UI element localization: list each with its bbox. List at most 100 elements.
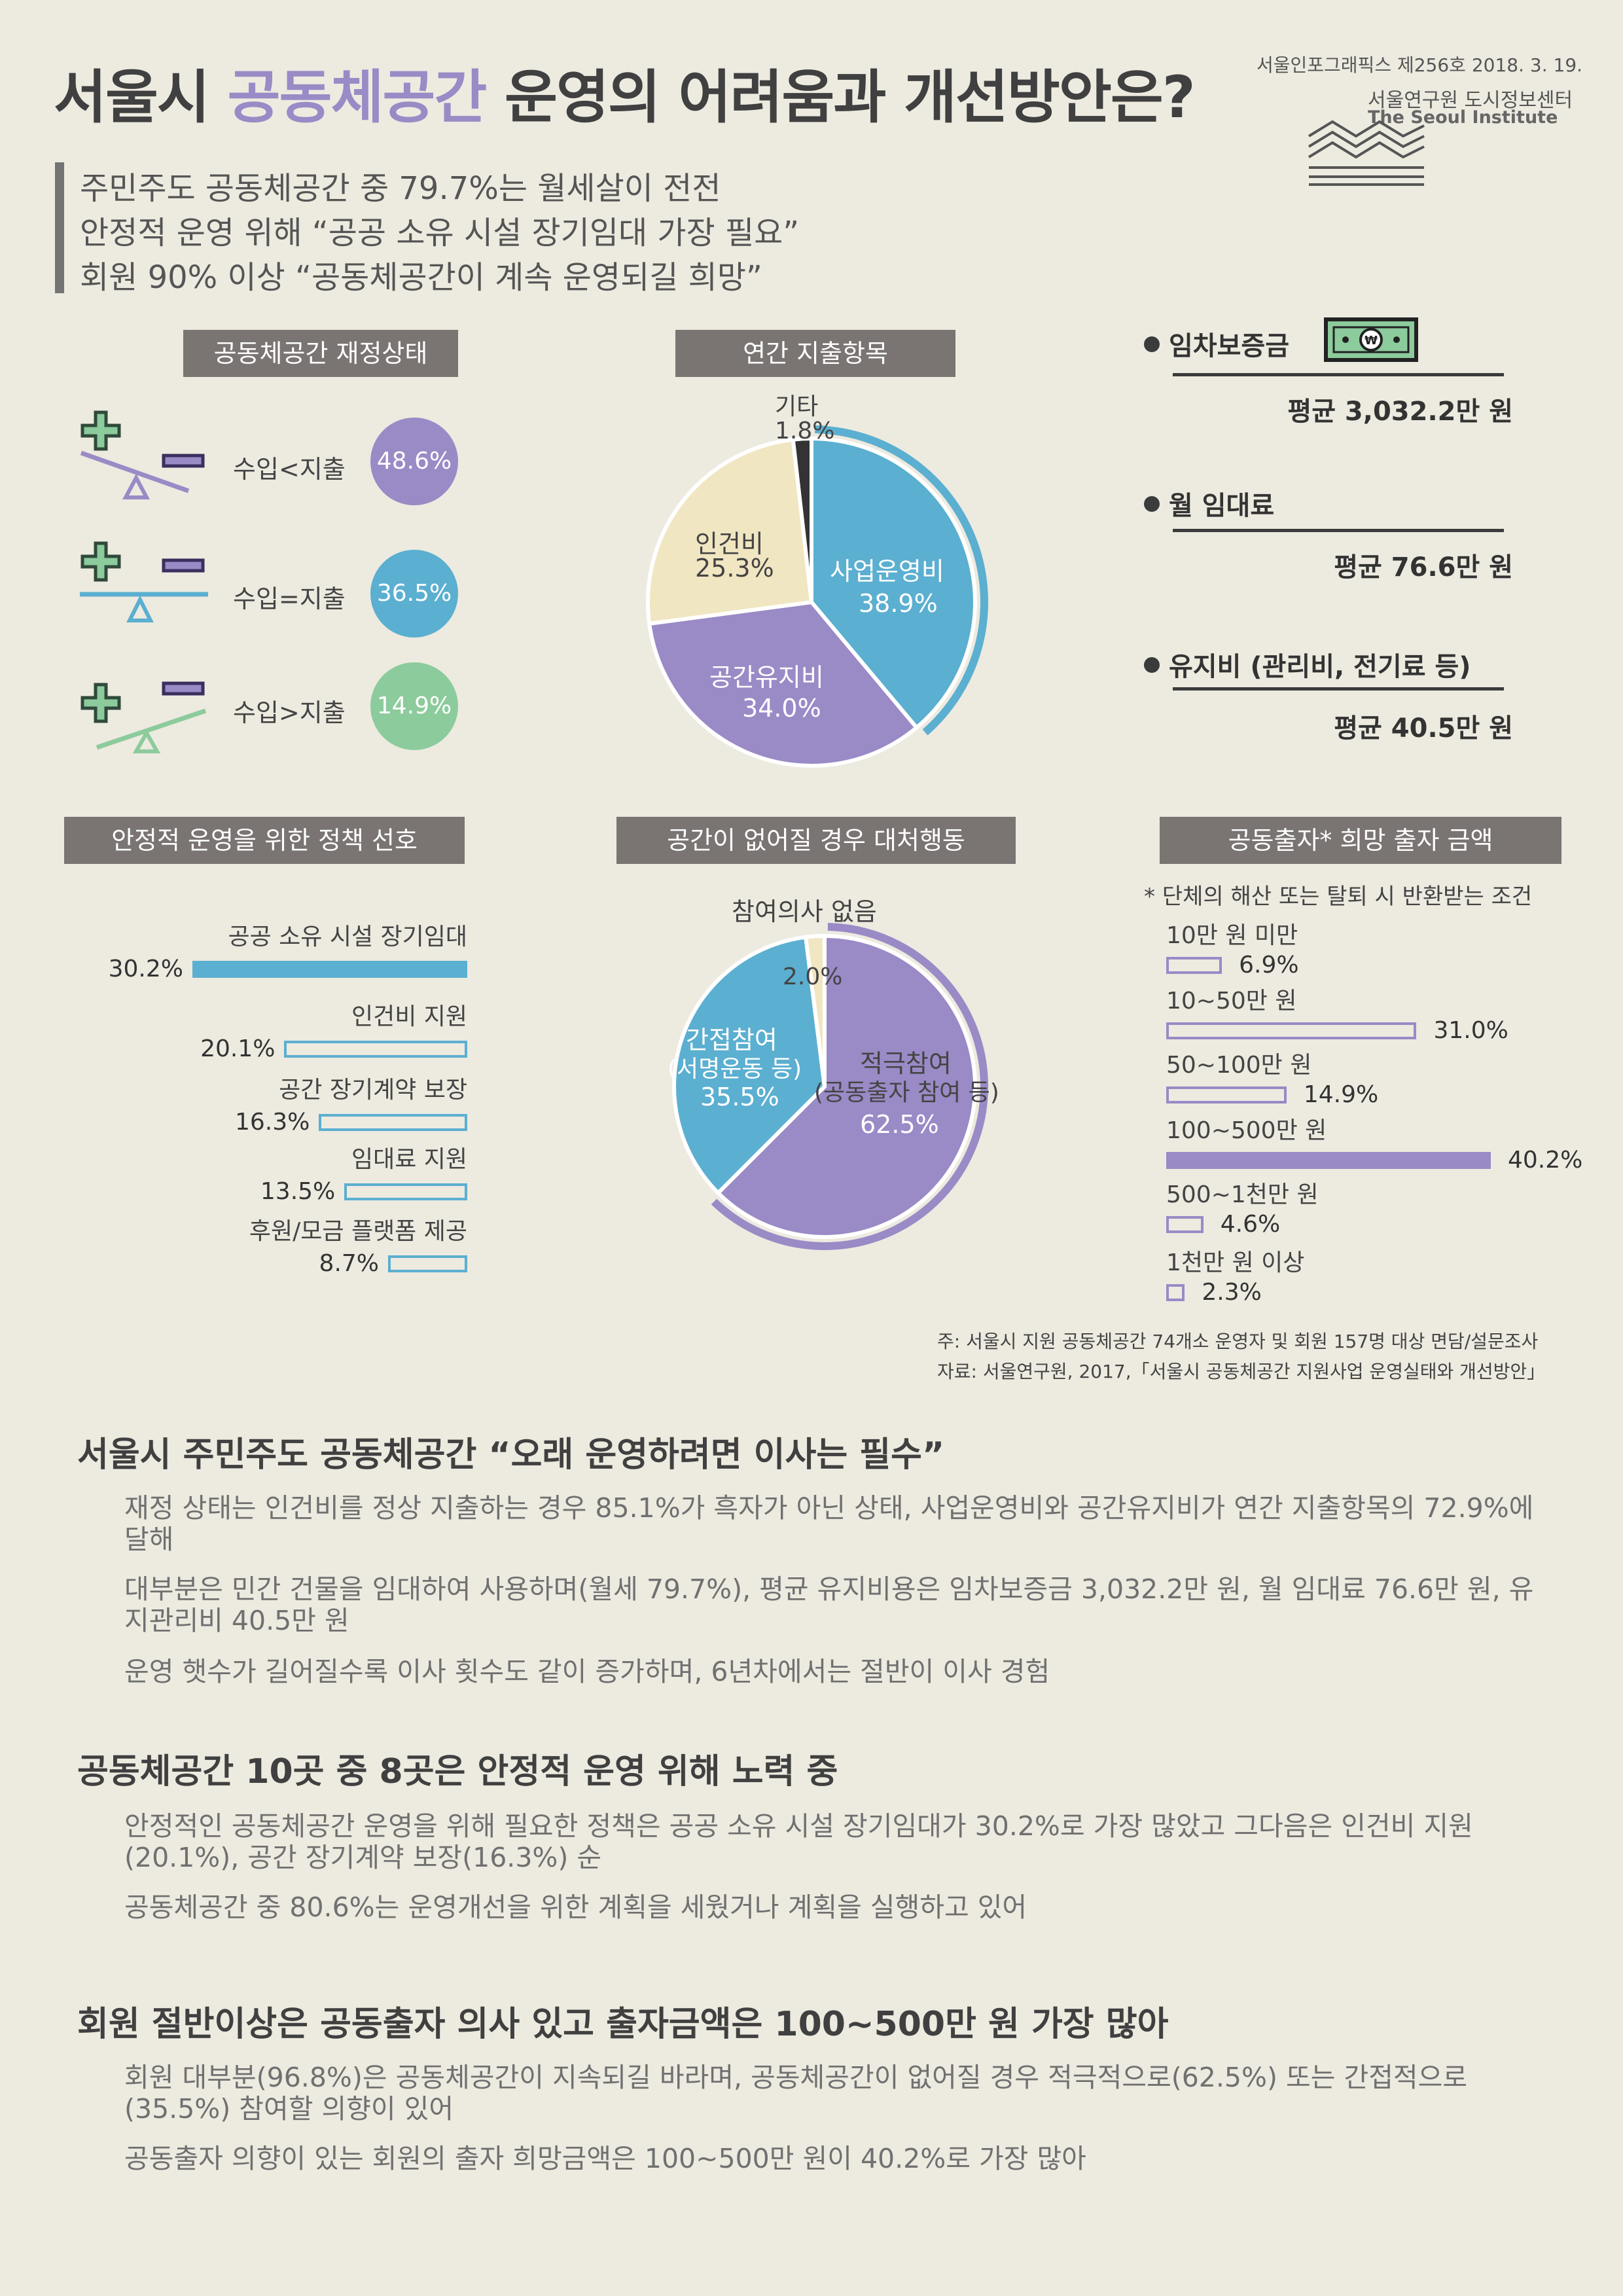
investment-bar-label-3: 50~100만 원 — [1166, 1052, 1312, 1079]
investment-chart-subtitle: * 단체의 해산 또는 탈퇴 시 반환받는 조건 — [1144, 884, 1533, 910]
source-note: 자료: 서울연구원, 2017,「서울시 공동체공간 지원사업 운영실태와 개선… — [937, 1361, 1546, 1382]
policy-bar-5 — [388, 1255, 467, 1272]
section-3-title: 회원 절반이상은 공동출자 의사 있고 출자금액은 100~500만 원 가장 … — [77, 2005, 1169, 2044]
policy-bar-2 — [284, 1041, 467, 1058]
investment-bar-label-1: 10만 원 미만 — [1166, 922, 1298, 949]
page-title: 서울시 공동체공간 운영의 어려움과 개선방안은? — [54, 51, 1196, 134]
org-name-en: The Seoul Institute — [1368, 107, 1558, 128]
lead-line-3: 회원 90% 이상 “공동체공간이 계속 운영되길 희망” — [80, 259, 762, 296]
expense-slice-4 — [791, 436, 813, 603]
response-value-none: 2.0% — [783, 963, 843, 990]
expense-label-personnel: 인건비 — [695, 529, 764, 558]
policy-bar-value-3: 16.3% — [234, 1109, 310, 1136]
section-1-para-3: 운영 햇수가 길어질수록 이사 횟수도 같이 증가하며, 6년차에서는 절반이 … — [124, 1656, 1050, 1687]
investment-bar-1 — [1166, 957, 1222, 974]
finance-value-2: 36.5% — [370, 550, 458, 637]
section-3-para-1: 회원 대부분(96.8%)은 공동체공간이 지속되길 바라며, 공동체공간이 없… — [124, 2062, 1468, 2125]
investment-bar-2 — [1166, 1022, 1417, 1039]
response-pie-chart — [672, 923, 988, 1250]
lead-bar — [55, 162, 64, 293]
lead-line-2: 안정적 운영 위해 “공공 소유 시설 장기임대 가장 필요” — [80, 215, 800, 251]
investment-bar-label-4: 100~500만 원 — [1166, 1117, 1327, 1144]
response-value-active: 62.5% — [860, 1110, 939, 1139]
policy-bar-3 — [319, 1114, 467, 1131]
title-accent: 공동체공간 — [227, 63, 488, 131]
org-name: 서울연구원 도시정보센터 — [1368, 89, 1573, 112]
investment-bar-3 — [1166, 1086, 1287, 1103]
investment-bar-value-3: 14.9% — [1303, 1081, 1379, 1108]
investment-bar-label-5: 500~1천만 원 — [1166, 1181, 1319, 1208]
section-1-para-1: 재정 상태는 인건비를 정상 지출하는 경우 85.1%가 흑자가 아닌 상태,… — [124, 1492, 1534, 1555]
finance-label-3: 수입>지출 — [233, 698, 346, 727]
policy-bar-label-1: 공공 소유 시설 장기임대 — [228, 924, 467, 950]
expense-label-etc: 기타 — [775, 393, 819, 420]
investment-bar-label-6: 1천만 원 이상 — [1166, 1249, 1305, 1276]
investment-bar-label-2: 10~50만 원 — [1166, 988, 1297, 1014]
investment-chart-title: 공동출자* 희망 출자 금액 — [1160, 817, 1561, 864]
expense-value-personnel: 25.3% — [695, 554, 774, 583]
investment-bar-4 — [1166, 1152, 1491, 1169]
expense-pie-chart — [646, 425, 988, 768]
title-post: 운영의 어려움과 개선방안은? — [486, 63, 1196, 131]
finance-value-3: 14.9% — [370, 662, 458, 750]
investment-bar-value-6: 2.3% — [1202, 1279, 1262, 1306]
expense-label-maintenance: 공간유지비 — [709, 663, 824, 692]
response-value-indirect: 35.5% — [700, 1083, 779, 1111]
lead-line-1: 주민주도 공동체공간 중 79.7%는 월세살이 전전 — [80, 170, 721, 207]
finance-title: 공동체공간 재정상태 — [183, 330, 458, 377]
expense-slice-3 — [646, 437, 814, 626]
investment-bar-6 — [1166, 1284, 1185, 1301]
response-label-indirect: 간접참여 — [686, 1026, 777, 1054]
policy-bar-value-1: 30.2% — [108, 956, 183, 982]
finance-label-2: 수입=지출 — [233, 584, 346, 613]
expense-slice-2 — [647, 600, 919, 768]
response-slice-2 — [672, 935, 827, 1196]
cost-rule-2 — [1173, 529, 1504, 532]
policy-bar-1 — [192, 961, 467, 978]
title-pre: 서울시 — [54, 63, 228, 131]
policy-chart-title: 안정적 운영을 위한 정책 선호 — [64, 817, 465, 864]
series-info: 서울인포그래픽스 제256호 2018. 3. 19. — [1257, 54, 1583, 76]
expense-value-etc: 1.8% — [775, 418, 835, 444]
cost-avg-rent: 평균 76.6만 원 — [1334, 552, 1513, 583]
survey-note: 주: 서울시 지원 공동체공간 74개소 운영자 및 회원 157명 대상 면담… — [937, 1331, 1539, 1352]
response-slice-3 — [803, 933, 827, 1087]
policy-bar-label-4: 임대료 지원 — [351, 1146, 467, 1173]
expense-value-maintenance: 34.0% — [742, 694, 821, 723]
response-label-none: 참여의사 없음 — [732, 897, 877, 926]
cost-rule-1 — [1173, 373, 1504, 376]
policy-bar-value-2: 20.1% — [200, 1035, 276, 1062]
policy-bar-value-5: 8.7% — [319, 1250, 380, 1277]
response-highlight-ring — [711, 923, 988, 1250]
investment-bar-value-4: 40.2% — [1508, 1147, 1583, 1174]
seesaw-down-icon — [80, 410, 205, 499]
investment-bar-value-1: 6.9% — [1239, 952, 1299, 978]
cost-label-rent: 월 임대료 — [1144, 484, 1274, 522]
banknote-icon: ₩ — [1324, 317, 1418, 362]
expense-value-operation: 38.9% — [859, 589, 938, 618]
expense-chart-title: 연간 지출항목 — [675, 330, 955, 377]
section-3-para-2: 공동출자 의향이 있는 회원의 출자 희망금액은 100~500만 원이 40.… — [124, 2143, 1086, 2174]
policy-bar-label-5: 후원/모금 플랫폼 제공 — [249, 1218, 467, 1245]
policy-bar-label-3: 공간 장기계약 보장 — [279, 1077, 467, 1103]
policy-bar-label-2: 인건비 지원 — [351, 1003, 467, 1030]
seesaw-up-icon — [80, 681, 207, 753]
response-chart-title: 공간이 없어질 경우 대처행동 — [616, 817, 1016, 864]
section-1-para-2: 대부분은 민간 건물을 임대하여 사용하며(월세 79.7%), 평균 유지비용… — [124, 1573, 1534, 1636]
cost-label-maintenance: 유지비 (관리비, 전기료 등) — [1144, 645, 1471, 683]
policy-bar-value-4: 13.5% — [260, 1178, 336, 1205]
cost-label-deposit: 임차보증금 — [1144, 325, 1289, 363]
seesaw-even-icon — [80, 541, 208, 622]
policy-bar-4 — [344, 1183, 467, 1200]
section-1-title: 서울시 주민주도 공동체공간 “오래 운영하려면 이사는 필수” — [77, 1435, 945, 1475]
finance-label-1: 수입<지출 — [233, 455, 346, 484]
response-sub-active: (공동출자 참여 등) — [814, 1079, 999, 1106]
section-2-title: 공동체공간 10곳 중 8곳은 안정적 운영 위해 노력 중 — [77, 1752, 838, 1791]
expense-label-operation: 사업운영비 — [830, 557, 944, 586]
response-slice-1 — [715, 933, 977, 1239]
cost-avg-maintenance: 평균 40.5만 원 — [1334, 713, 1513, 744]
investment-bar-value-2: 31.0% — [1433, 1017, 1508, 1044]
cost-avg-deposit: 평균 3,032.2만 원 — [1287, 397, 1513, 427]
cost-rule-3 — [1173, 687, 1504, 691]
svg-text:₩: ₩ — [1364, 334, 1378, 348]
